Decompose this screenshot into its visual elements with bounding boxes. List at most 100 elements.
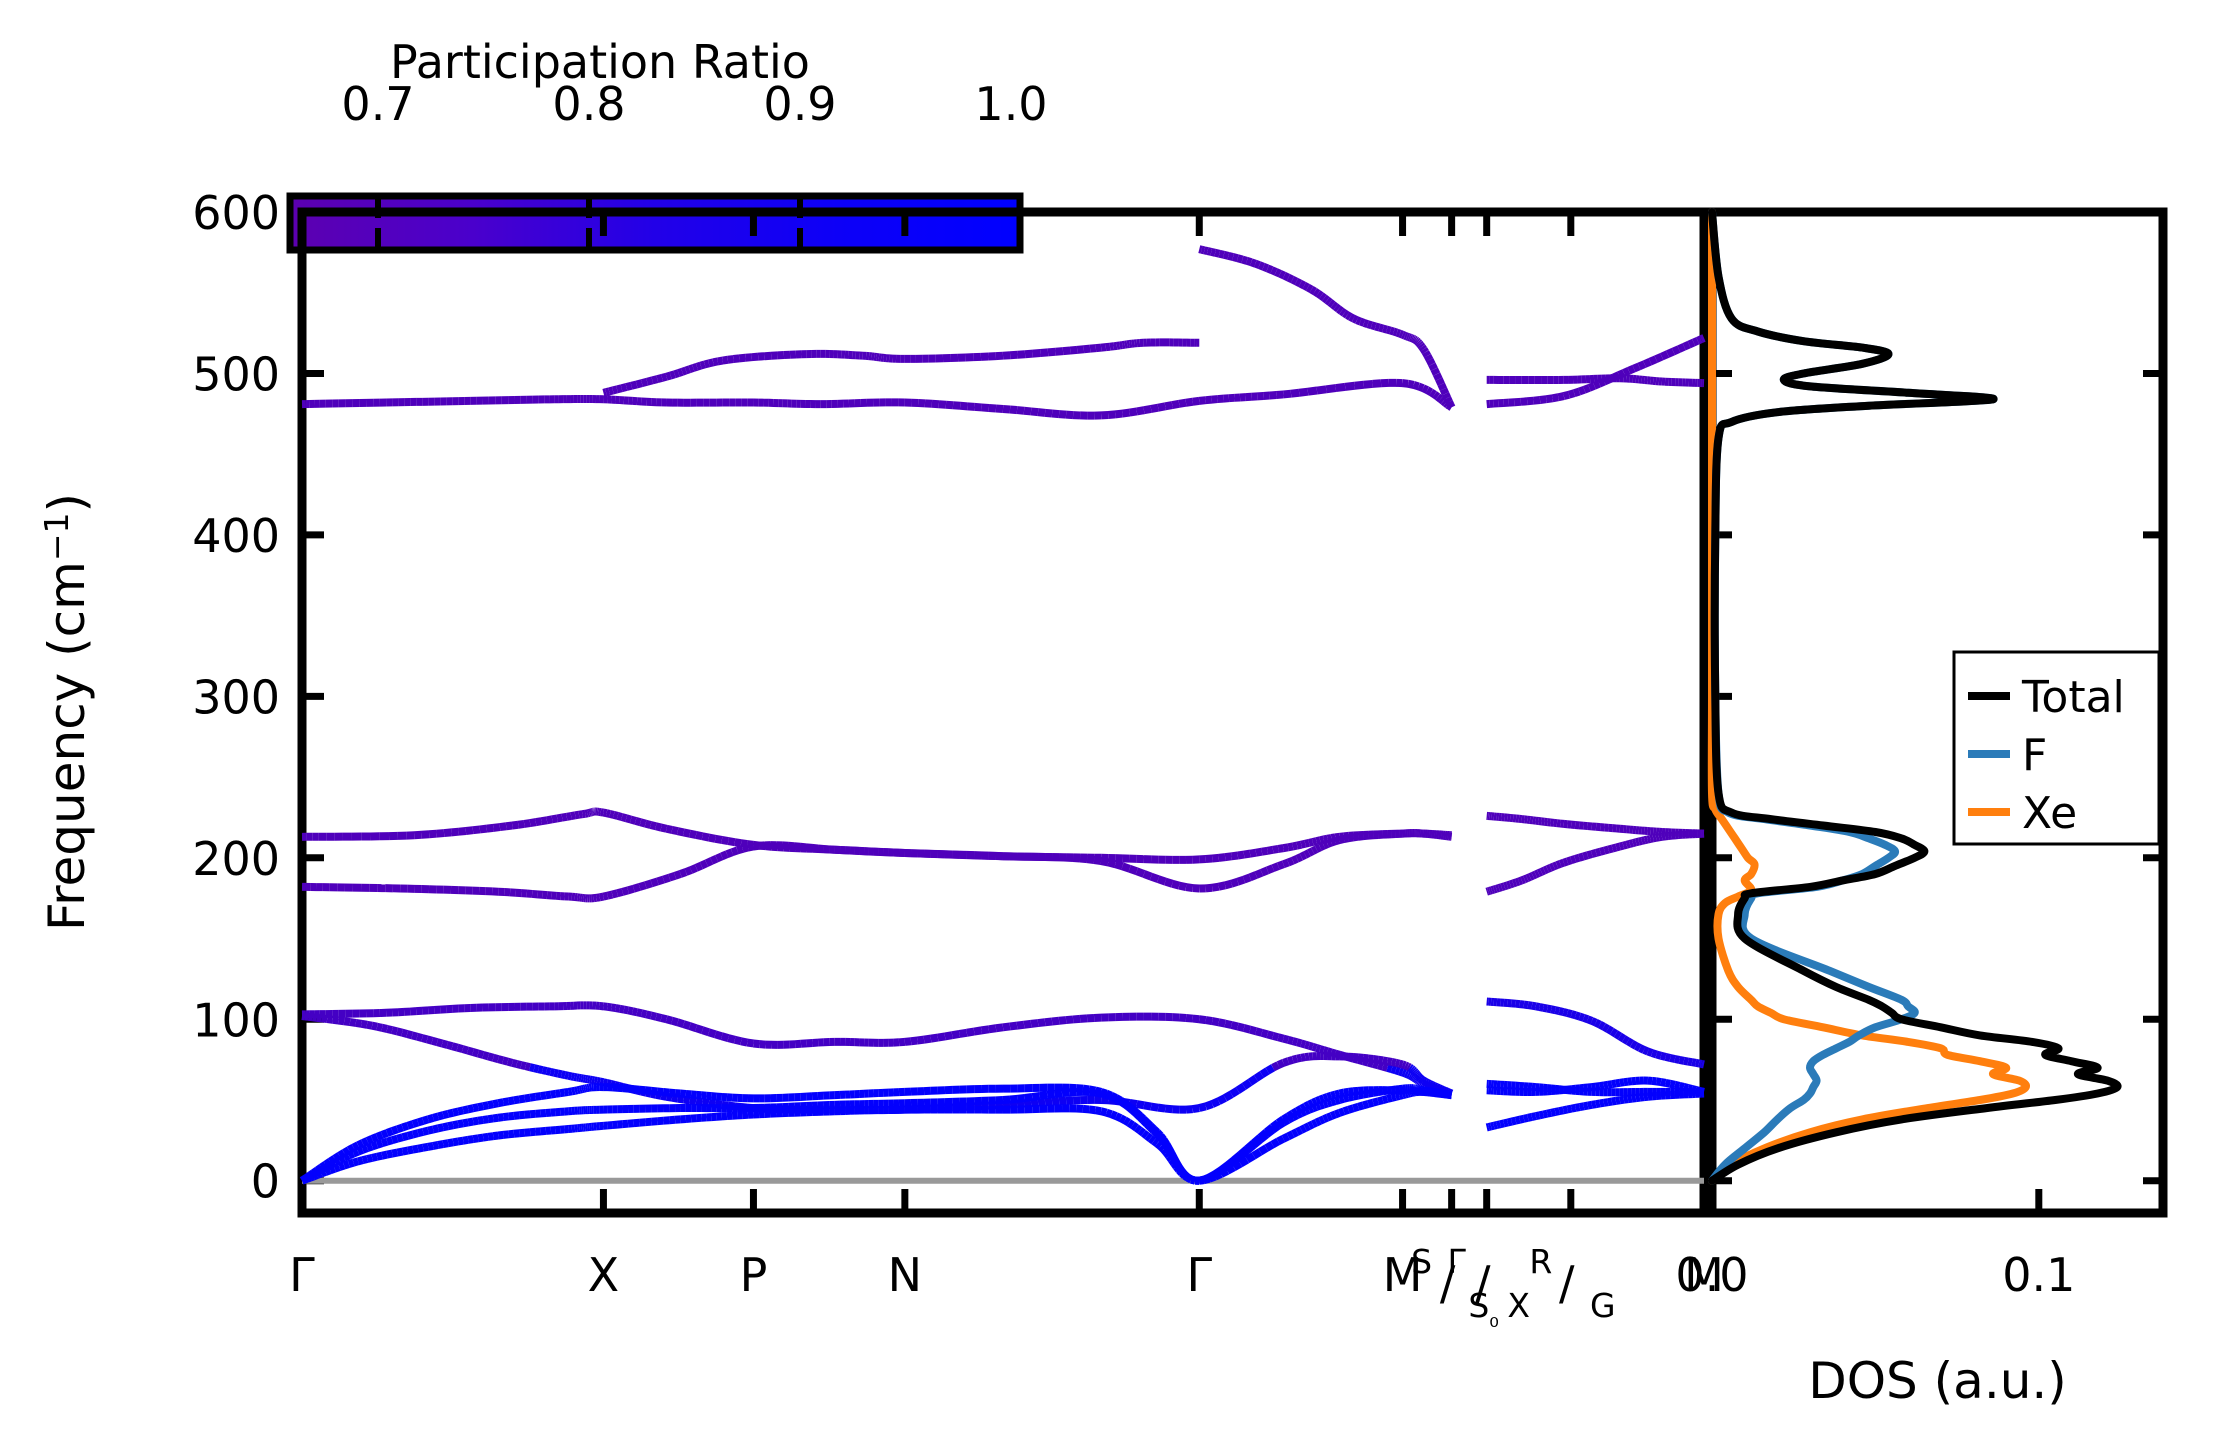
band-segment (1590, 849, 1598, 858)
band-segment (457, 1136, 464, 1146)
band-segment (1549, 862, 1556, 872)
band-segment (602, 1078, 608, 1087)
fraction-numerator-7: Γ (1447, 1242, 1466, 1281)
band-segment (1253, 259, 1261, 269)
band-segment (1671, 345, 1681, 356)
band-segment (1245, 1152, 1256, 1164)
band-segment (1386, 1064, 1393, 1073)
band-segment (1061, 1088, 1070, 1098)
band-segment (616, 812, 623, 821)
band-segment (632, 883, 641, 893)
band-segment (406, 1030, 414, 1040)
band-segment (1367, 1088, 1374, 1098)
band-segment (1295, 1109, 1303, 1119)
band-segment (1687, 1084, 1694, 1093)
band-segment (1316, 385, 1327, 395)
band-segment (1327, 299, 1336, 308)
band-segment (1682, 1083, 1690, 1092)
band-segment (472, 1116, 479, 1126)
band-segment (1638, 1044, 1646, 1054)
band-segment (626, 884, 635, 895)
band-segment (644, 819, 652, 829)
band-segment (396, 1123, 404, 1134)
band-segment (1276, 860, 1285, 870)
band-segment (502, 1112, 510, 1122)
band-segment (1392, 327, 1399, 337)
band-segment (351, 1147, 360, 1158)
band-segment (1223, 1090, 1234, 1102)
band-segment (467, 1117, 474, 1127)
band-segment (1203, 1174, 1211, 1184)
band-segment (1163, 1150, 1173, 1159)
band-segment (1236, 875, 1246, 886)
band-segment (1664, 1053, 1672, 1062)
band-segment (1607, 844, 1614, 854)
band-segment (570, 811, 576, 820)
band-segment (1219, 1167, 1230, 1178)
band-segment (1394, 1092, 1401, 1101)
band-segment (1232, 253, 1239, 263)
band-segment (550, 1089, 557, 1099)
band-segment (1241, 1078, 1253, 1090)
band-segment (1372, 1097, 1380, 1107)
band-segment (656, 374, 664, 383)
band-segment (386, 1149, 394, 1159)
band-segment (559, 1088, 566, 1098)
band-segment (1156, 875, 1167, 886)
band-segment (1017, 350, 1026, 359)
band-segment (332, 1015, 339, 1025)
band-segment (1287, 842, 1294, 852)
band-segment (1160, 1146, 1170, 1156)
band-segment (482, 1132, 489, 1142)
band-segment (1533, 396, 1541, 405)
band-segment (606, 1002, 613, 1012)
band-segment (328, 1164, 337, 1175)
band-segment (1582, 1014, 1590, 1024)
band-segment (684, 365, 691, 375)
band-segment (1362, 1053, 1369, 1063)
band-segment (727, 837, 736, 847)
band-segment (361, 1137, 370, 1147)
band-segment (1326, 1091, 1333, 1101)
band-segment (1265, 1064, 1275, 1075)
band-segment (1330, 1090, 1337, 1100)
band-segment (1024, 1093, 1033, 1102)
band-segment (684, 866, 693, 876)
band-segment (1203, 246, 1209, 255)
band-segment (1292, 841, 1298, 851)
band-segment (1336, 305, 1344, 315)
band-segment (1300, 1053, 1306, 1062)
band-segment (1242, 1024, 1252, 1034)
band-segment (1093, 856, 1102, 865)
band-segment (1683, 1056, 1689, 1066)
band-segment (482, 1101, 490, 1111)
band-segment (1357, 1101, 1365, 1111)
band-segment (578, 810, 583, 819)
band-segment (1083, 344, 1091, 354)
band-segment (1307, 1104, 1315, 1114)
band-segment (722, 355, 729, 365)
colorbar-tick-label-3: 1.0 (974, 77, 1047, 131)
band-segment (699, 859, 709, 870)
legend-label-Xe: Xe (2022, 788, 2077, 839)
band-segment (1173, 1164, 1183, 1173)
band-segment (1398, 1091, 1404, 1100)
band-segment (1211, 395, 1218, 404)
band-segment (1446, 403, 1456, 410)
band-segment (465, 826, 474, 835)
band-segment (421, 830, 430, 839)
band-segment (1445, 400, 1455, 407)
band-segment (1550, 1108, 1557, 1117)
band-segment (421, 1034, 429, 1044)
band-segment (1627, 1094, 1633, 1104)
band-segment (1419, 1076, 1426, 1084)
band-segment (701, 1026, 711, 1037)
band-segment (606, 890, 614, 900)
band-segment (1617, 369, 1626, 379)
band-segment (1322, 1046, 1329, 1056)
x-tick-label-1: X (588, 1248, 620, 1302)
band-segment (654, 822, 663, 832)
band-segment (1114, 409, 1123, 419)
band-segment (1503, 881, 1509, 891)
band-segment (1133, 1124, 1143, 1134)
